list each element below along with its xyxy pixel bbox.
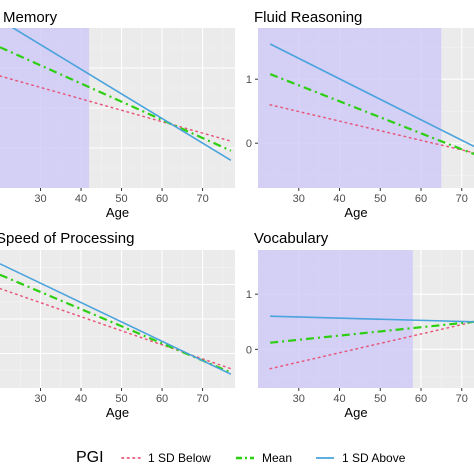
shaded-region (258, 28, 442, 188)
series-line-mean (0, 273, 232, 374)
series-line-mean (270, 320, 474, 344)
x-tick-label: 50 (374, 193, 386, 205)
panel-title: Vocabulary (254, 230, 329, 247)
x-tick-label: 50 (115, 393, 127, 405)
x-tick-label: 70 (456, 193, 468, 205)
x-tick-label: 50 (374, 393, 386, 405)
x-tick-label: 40 (75, 393, 87, 405)
panel-3: 30 40 50 60 70 0 1 Vocabulary Age (246, 230, 474, 420)
legend-title: PGI (76, 449, 104, 466)
panel-title: Speed of Processing (0, 230, 134, 247)
x-tick-label: 50 (115, 193, 127, 205)
legend-label-above: 1 SD Above (342, 451, 406, 465)
y-tick-label: 0 (246, 138, 252, 150)
y-tick-label: 1 (246, 289, 252, 301)
legend-label-below: 1 SD Below (148, 451, 211, 465)
panel-plot-area (0, 250, 235, 388)
x-tick-label: 60 (156, 193, 168, 205)
x-tick-label: 70 (196, 193, 208, 205)
y-tick-label: 1 (246, 74, 252, 86)
legend-label-mean: Mean (262, 451, 292, 465)
y-tick-label: 0 (246, 344, 252, 356)
series-line-above (11, 28, 232, 161)
panel-plot-area (0, 28, 235, 188)
x-axis-title: Age (344, 205, 367, 220)
panel-plot-area (258, 250, 474, 388)
panel-0: 30 40 50 60 70 Memory Age (0, 9, 235, 220)
x-tick-label: 60 (415, 193, 427, 205)
x-tick-label: 30 (293, 193, 305, 205)
legend: PGI 1 SD Below Mean 1 SD Above (76, 449, 406, 466)
x-tick-label: 70 (196, 393, 208, 405)
x-tick-label: 40 (75, 193, 87, 205)
panel-title: Fluid Reasoning (254, 9, 362, 26)
legend-items: 1 SD Below Mean 1 SD Above (121, 451, 406, 465)
x-tick-label: 60 (156, 393, 168, 405)
series-line-above (269, 43, 474, 148)
series-line-mean (0, 46, 232, 152)
panel-2: 30 40 50 60 70 Speed of Processing Age (0, 230, 235, 420)
series-line-below (269, 104, 474, 154)
series-line-above (270, 315, 474, 323)
x-axis-title: Age (344, 405, 367, 420)
panel-title: Memory (3, 9, 58, 26)
panels: 30 40 50 60 70 Memory Age 30 40 50 60 70 0 1 Fluid Rea… (0, 9, 474, 420)
x-tick-label: 40 (333, 393, 345, 405)
shaded-region (0, 28, 90, 188)
x-tick-label: 70 (456, 393, 468, 405)
series-line-below (269, 321, 474, 370)
x-tick-label: 30 (293, 393, 305, 405)
x-axis-title: Age (106, 205, 129, 220)
series-line-above (0, 263, 232, 375)
series-line-below (0, 75, 232, 142)
x-tick-label: 30 (34, 193, 46, 205)
x-tick-label: 30 (34, 393, 46, 405)
x-tick-label: 40 (333, 193, 345, 205)
panel-1: 30 40 50 60 70 0 1 Fluid Reasoning Age (246, 9, 474, 220)
x-axis-title: Age (106, 405, 129, 420)
x-tick-label: 60 (415, 393, 427, 405)
panel-plot-area (258, 28, 474, 188)
series-line-mean (269, 73, 474, 156)
